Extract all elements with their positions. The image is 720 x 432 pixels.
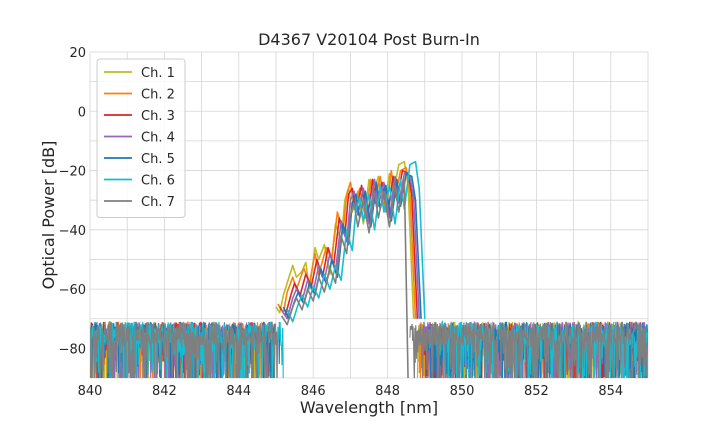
x-tick-label: 844 xyxy=(226,384,251,399)
y-tick-label: 20 xyxy=(69,46,86,61)
series-line xyxy=(280,178,409,378)
legend-box xyxy=(96,58,186,218)
legend-label: Ch. 2 xyxy=(141,88,175,103)
legend-label: Ch. 1 xyxy=(141,66,175,81)
y-tick-label: 0 xyxy=(78,105,86,120)
x-tick-label: 848 xyxy=(375,384,400,399)
y-axis-label: Optical Power [dB] xyxy=(39,141,58,290)
legend-label: Ch. 7 xyxy=(141,195,175,210)
legend-label: Ch. 5 xyxy=(141,152,175,167)
legend-label: Ch. 4 xyxy=(141,131,175,146)
legend-label: Ch. 6 xyxy=(141,174,175,189)
y-tick-label: −60 xyxy=(59,283,86,298)
series-noise-right xyxy=(409,321,648,378)
x-tick-label: 854 xyxy=(598,384,623,399)
x-tick-label: 846 xyxy=(301,384,326,399)
y-tick-label: −20 xyxy=(59,165,86,180)
chart-title: D4367 V20104 Post Burn-In xyxy=(258,30,480,49)
series-line xyxy=(280,172,421,320)
series-noise-left xyxy=(90,321,279,378)
legend-label: Ch. 3 xyxy=(141,109,175,124)
y-tick-label: −40 xyxy=(59,224,86,239)
legend: Ch. 1 Ch. 2 Ch. 3 Ch. 4 Ch. 5 Ch. 6 Ch. 7 xyxy=(96,58,186,218)
y-tick-labels: −80 −60 −40 −20 0 20 xyxy=(59,46,86,357)
y-tick-label: −80 xyxy=(59,342,86,357)
x-tick-label: 850 xyxy=(450,384,475,399)
x-tick-label: 852 xyxy=(524,384,549,399)
x-tick-label: 842 xyxy=(152,384,177,399)
x-axis-label: Wavelength [nm] xyxy=(300,398,438,417)
series-line xyxy=(277,166,417,319)
x-tick-label: 840 xyxy=(78,384,103,399)
x-tick-labels: 840 842 844 846 848 850 852 854 xyxy=(78,384,624,399)
series-layer xyxy=(90,160,648,378)
